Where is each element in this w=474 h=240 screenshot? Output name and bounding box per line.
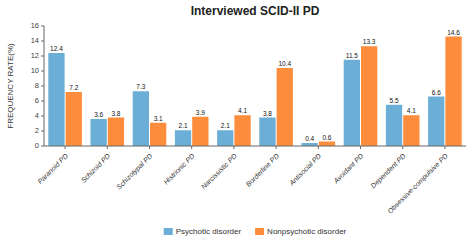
data-label: 3.8 (263, 110, 272, 117)
y-axis-line (44, 26, 45, 146)
bar (108, 118, 124, 147)
data-label: 4.1 (407, 107, 416, 114)
y-axis-label: FREQUENCY RATE(%) (6, 43, 15, 129)
x-tick (233, 146, 234, 149)
data-label: 5.5 (390, 97, 399, 104)
bar (277, 68, 293, 146)
title: Interviewed SCID-II PD (191, 4, 320, 18)
x-axis: Paranoid PD Schizoid PDSchizotypal PDHist… (36, 146, 466, 216)
y-tick-label: 6 (35, 96, 39, 105)
x-tick-label: Schizotypal PD (115, 152, 154, 191)
chart-container: Interviewed SCID-II PD FREQUENCY RATE(%) 0… (0, 0, 474, 240)
data-label: 11.5 (346, 52, 359, 59)
legend-swatch (164, 228, 173, 235)
y-tick-label: 8 (35, 81, 39, 90)
x-tick (191, 146, 192, 149)
data-label: 3.1 (154, 115, 163, 122)
x-tick-label: Borderline PD (244, 152, 280, 188)
bar (150, 123, 166, 146)
data-label: 0.6 (322, 134, 331, 141)
x-tick-label: Schizoid PD (79, 152, 111, 184)
bar (192, 117, 208, 146)
data-label: 2.1 (179, 122, 188, 129)
x-tick-label: Avoidant PD (332, 152, 365, 185)
y-tick-label: 12 (31, 51, 39, 60)
bar (428, 97, 444, 147)
bar (90, 119, 106, 146)
bar (403, 115, 419, 146)
data-label: 14.6 (447, 29, 460, 36)
y-tick-label: 4 (35, 111, 39, 120)
y-tick-label: 14 (31, 36, 39, 45)
bar (386, 105, 402, 146)
data-label: 6.6 (432, 89, 441, 96)
legend-item: Nonpsychotic disorder (255, 227, 346, 236)
x-tick-label: Histrionic PD (162, 152, 196, 186)
x-tick (149, 146, 150, 149)
x-tick (444, 146, 445, 149)
bar (48, 53, 64, 146)
data-label: 7.3 (136, 83, 145, 90)
bar (361, 46, 377, 146)
y-tick-label: 10 (31, 66, 39, 75)
x-tick (360, 146, 361, 149)
data-label: 13.3 (363, 38, 376, 45)
bar (319, 142, 335, 147)
bar (133, 91, 149, 146)
x-tick (65, 146, 66, 149)
x-tick-label: Narcissistic PD (200, 152, 238, 190)
page: {"chart_data": {"type": "bar", "title": … (0, 0, 474, 240)
data-label: 3.6 (94, 111, 103, 118)
data-label: 4.1 (238, 107, 247, 114)
x-tick (107, 146, 108, 149)
legend-swatch (255, 228, 264, 235)
y-axis: 0 2 4 6 8 10 12 14 16 (31, 21, 44, 150)
bar (344, 60, 360, 146)
data-label: 3.8 (111, 110, 120, 117)
x-tick (276, 146, 277, 149)
bars (48, 37, 461, 147)
data-labels: 12.4 3.6 7.3 2.1 2.1 3.8 0.4 11.5 5.5 6.6 7.2 3.8 3.… (50, 29, 460, 143)
legend-label: Psychotic disorder (176, 227, 242, 236)
bar (259, 118, 275, 147)
data-label: 7.2 (69, 84, 78, 91)
data-label: 0.4 (305, 135, 314, 142)
x-tick-label: Dependent PD (369, 152, 407, 190)
data-label: 12.4 (50, 45, 63, 52)
bar (234, 115, 250, 146)
legend: Psychotic disorder Nonpsychotic disorder (164, 227, 347, 236)
legend-label: Nonpsychotic disorder (267, 227, 346, 236)
x-tick-label: Antisocial PD (287, 152, 322, 187)
x-tick (318, 146, 319, 149)
x-tick-label: Obsessive-compulsive PD (386, 152, 449, 215)
chart: Interviewed SCID-II PD FREQUENCY RATE(%) 0… (0, 0, 474, 240)
x-tick-label: Paranoid PD (36, 152, 69, 185)
y-tick-label: 16 (31, 21, 39, 30)
legend-item: Psychotic disorder (164, 227, 242, 236)
x-tick (402, 146, 403, 149)
data-label: 3.9 (196, 109, 205, 116)
y-tick-label: 0 (35, 141, 39, 150)
bar (445, 37, 461, 147)
data-label: 2.1 (221, 122, 230, 129)
bar (66, 92, 82, 146)
bar (175, 130, 191, 146)
y-tick-label: 2 (35, 126, 39, 135)
bar (217, 130, 233, 146)
data-label: 10.4 (278, 60, 291, 67)
